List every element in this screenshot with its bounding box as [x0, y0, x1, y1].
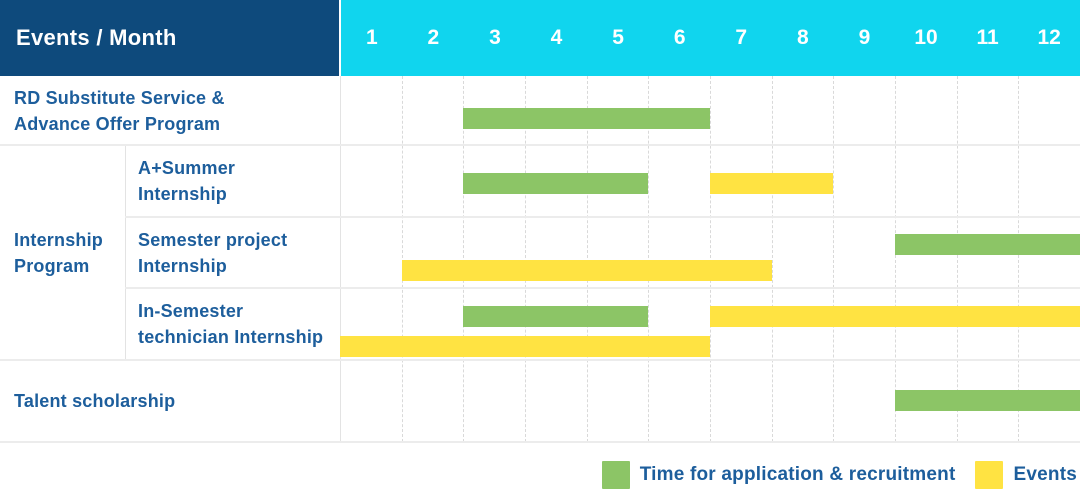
grid-line [125, 287, 1080, 289]
month-header-cell: 6 [673, 26, 686, 49]
row-label: Semester project Internship [125, 217, 340, 288]
row-label: A+Summer Internship [125, 145, 340, 217]
row-label-line: Talent scholarship [14, 391, 176, 411]
grid-line [525, 76, 526, 442]
grid-line [0, 359, 1080, 361]
row-label-line: Advance Offer Program [14, 113, 221, 134]
group-label-internship-program: Internship Program [0, 145, 125, 360]
grid-line [0, 441, 1080, 443]
row-label-line: Internship [138, 184, 228, 204]
events-swatch-icon [975, 461, 1004, 489]
row-label: In-Semester technician Internship [125, 288, 340, 360]
month-header-cell: 11 [976, 26, 999, 49]
gantt-bar-application [463, 306, 649, 327]
month-header-cell: 9 [858, 26, 871, 49]
application-swatch-icon [601, 461, 630, 489]
gantt-bar-events [401, 260, 772, 281]
gantt-bar-application [463, 108, 710, 129]
grid-line [463, 76, 465, 442]
row-label-line: Internship [138, 255, 228, 276]
grid-line [648, 76, 650, 442]
group-label-line: Program [14, 255, 90, 276]
row-label-line: Semester project [138, 229, 288, 250]
month-header-cell: 5 [612, 26, 624, 49]
grid-line [1018, 76, 1020, 442]
grid-line [771, 76, 773, 442]
month-header-cell: 4 [550, 26, 563, 49]
row-label: Talent scholarship [0, 360, 340, 442]
grid-line [0, 144, 1080, 146]
grid-line [956, 76, 958, 442]
gantt-bar-application [895, 234, 1080, 255]
month-header-cell: 8 [796, 26, 809, 49]
grid-line [401, 76, 403, 442]
legend-item-events: Events [975, 461, 1077, 489]
row-label: RD Substitute Service & Advance Offer Pro… [0, 76, 340, 145]
page-title: Events / Month [16, 25, 177, 50]
grid-line [125, 145, 126, 360]
legend-item-application: Time for application & recruitment [601, 461, 956, 489]
legend-label-events: Events [1013, 464, 1077, 485]
month-header-cell: 2 [427, 26, 440, 49]
gantt-bar-application [895, 390, 1080, 411]
legend: Time for application & recruitment Event… [601, 461, 1077, 489]
grid-line [710, 76, 711, 442]
grid-line [340, 76, 341, 442]
month-header-cell: 10 [914, 26, 938, 49]
month-header-row: 1 2 3 4 5 6 7 8 9 10 11 12 [341, 0, 1080, 76]
gantt-bar-application [463, 173, 649, 194]
grid-line [125, 216, 1080, 218]
grid-line [833, 76, 835, 442]
gantt-bar-events [340, 336, 710, 357]
month-header-cell: 12 [1037, 26, 1061, 49]
row-label-line: technician Internship [138, 327, 324, 347]
grid-line [895, 76, 896, 442]
row-label-line: A+Summer [138, 158, 236, 178]
month-header-cell: 3 [489, 26, 501, 49]
month-header-cell: 1 [365, 26, 378, 49]
table-header-title-cell: Events / Month [0, 0, 339, 76]
grid-line [586, 76, 588, 442]
gantt-bar-events [710, 306, 1080, 327]
group-label-line: Internship [14, 229, 104, 250]
row-label-line: In-Semester [138, 301, 244, 321]
row-label-line: RD Substitute Service & [14, 87, 225, 108]
gantt-bar-events [710, 173, 834, 194]
legend-label-application: Time for application & recruitment [639, 464, 956, 485]
month-header-cell: 7 [735, 26, 748, 49]
